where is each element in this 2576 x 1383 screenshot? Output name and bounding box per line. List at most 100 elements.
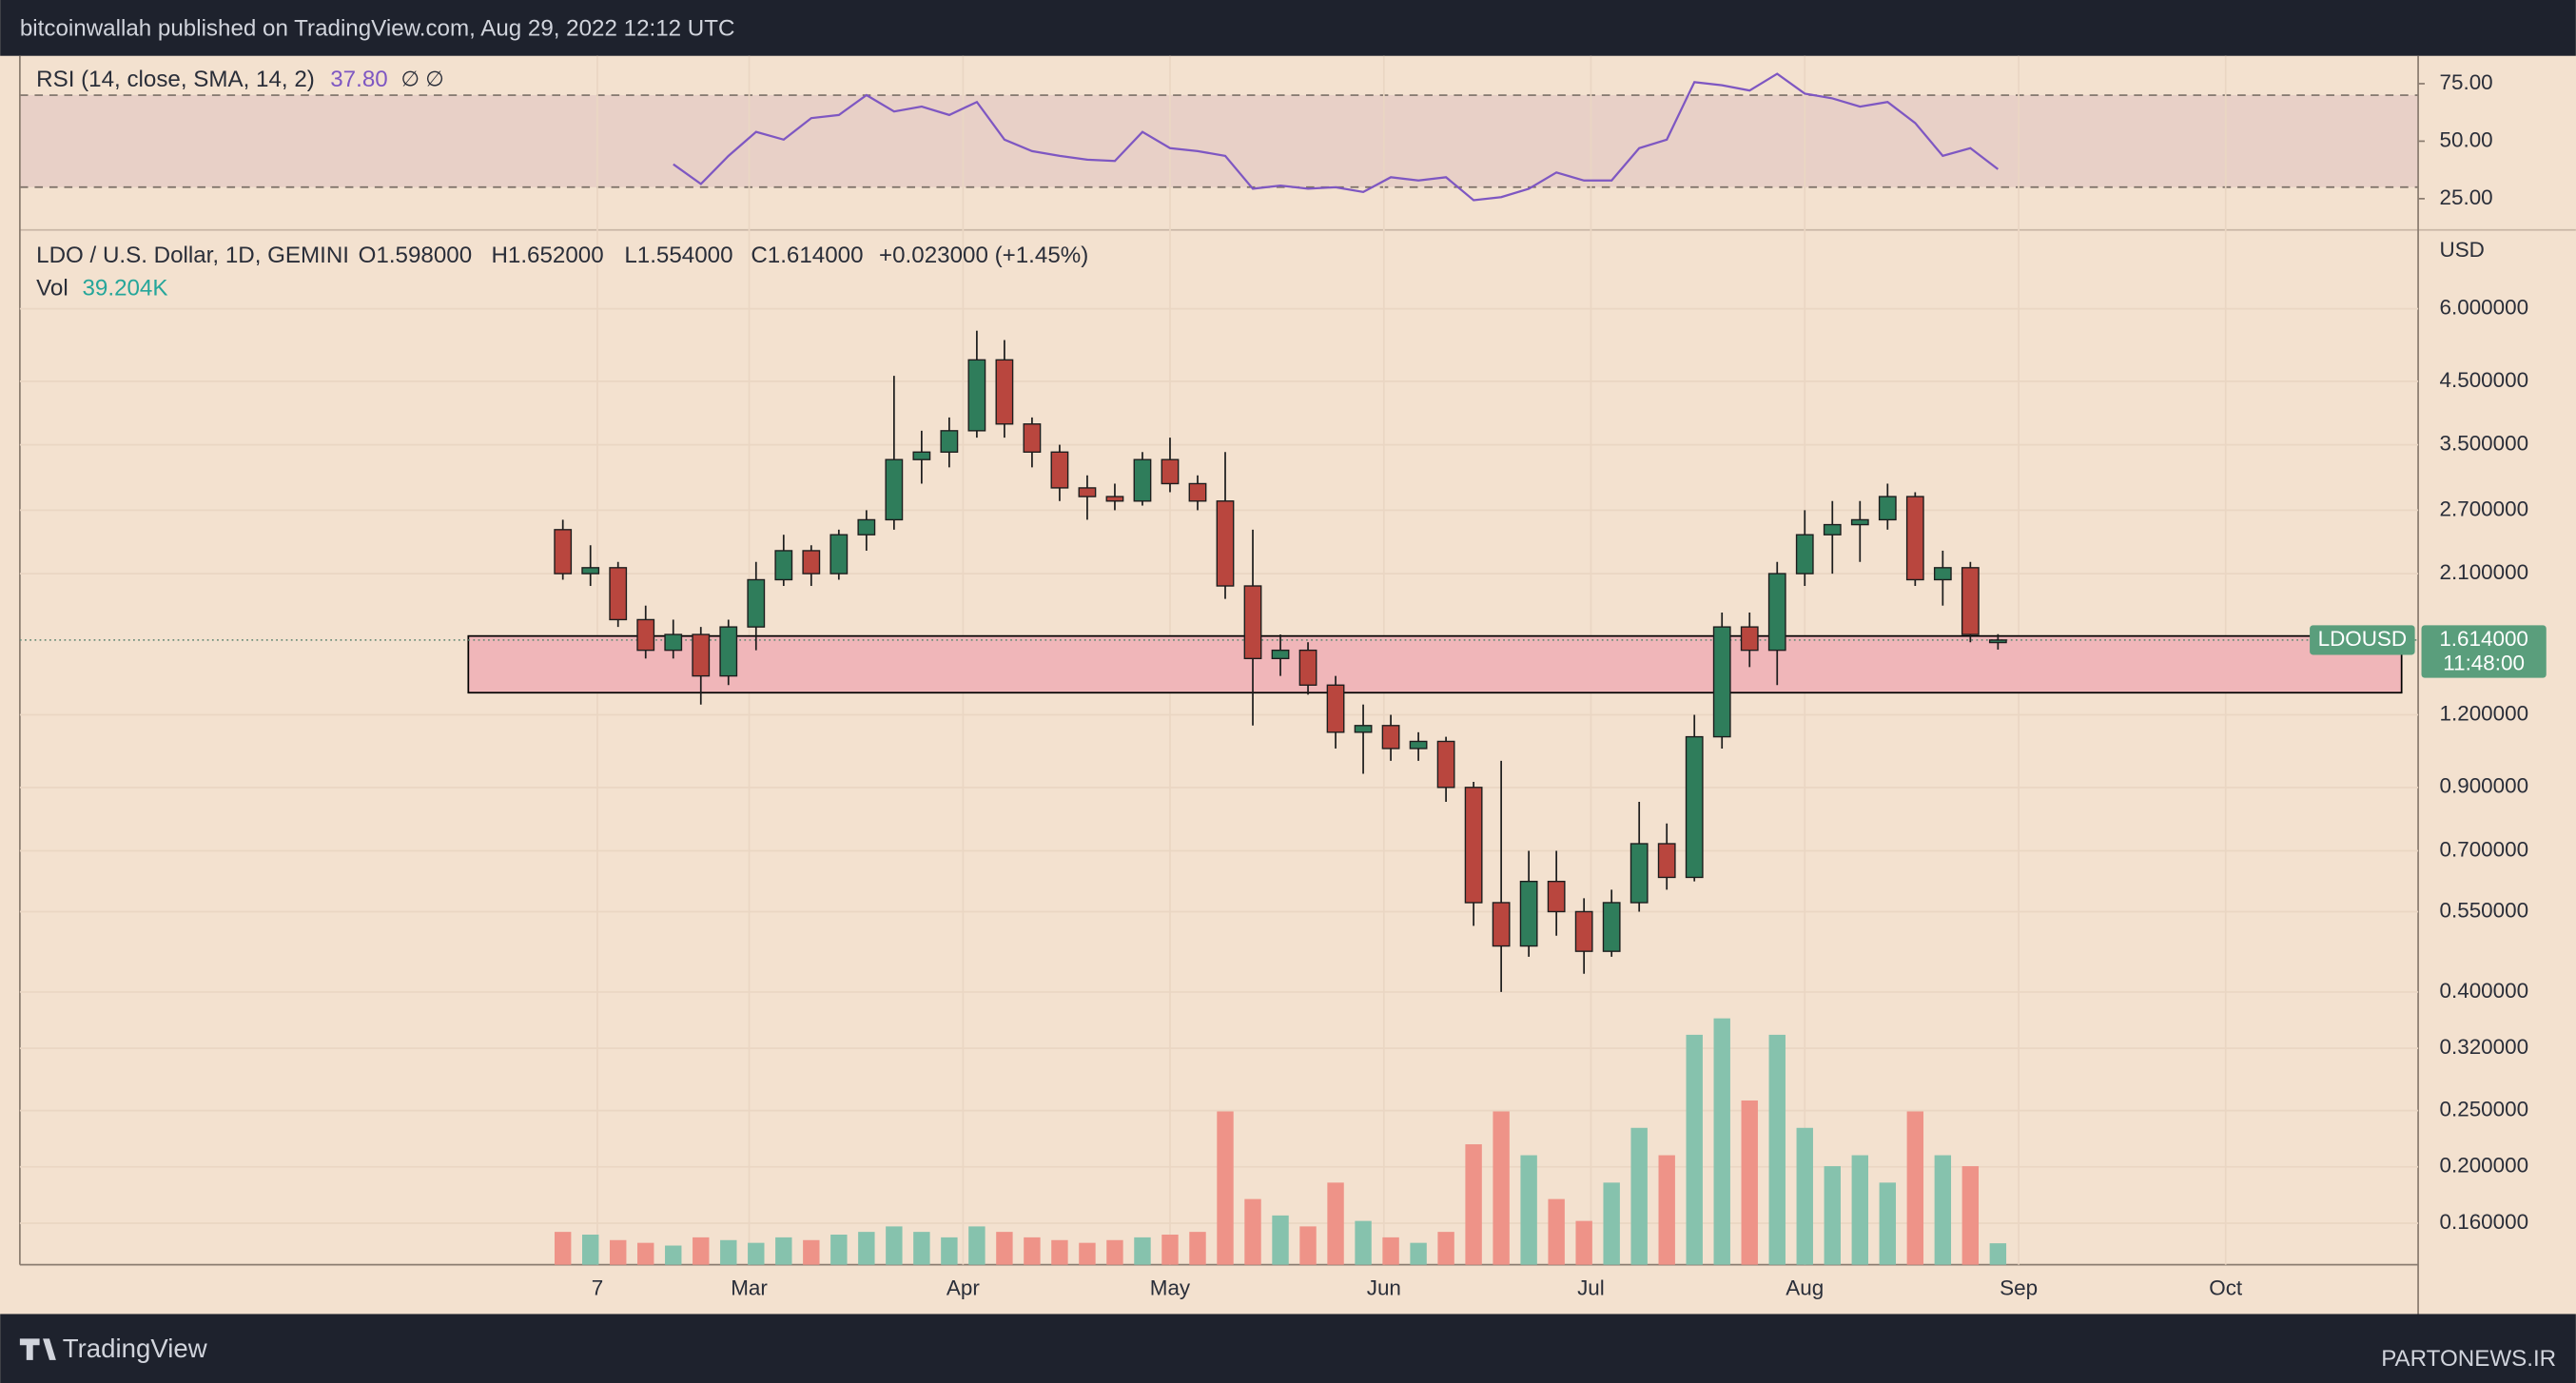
- volume-bar: [1961, 1166, 1980, 1265]
- volume-bar: [1713, 1018, 1730, 1265]
- volume-bar: [1382, 1237, 1399, 1265]
- rsi-value: 37.80: [330, 67, 387, 92]
- candle-body: [1740, 626, 1759, 652]
- candle-body: [1409, 740, 1428, 750]
- symbol-tag-label: LDOUSD: [2318, 627, 2408, 651]
- volume-bar: [1603, 1182, 1620, 1265]
- volume-bar: [1741, 1100, 1758, 1265]
- bottom-bar: [0, 1314, 2576, 1383]
- volume-bar: [720, 1239, 737, 1265]
- volume-bar: [610, 1239, 627, 1265]
- volume-bar: [858, 1232, 875, 1265]
- ohlc-open: O1.598000: [359, 243, 473, 268]
- volume-value: 39.204K: [82, 275, 167, 301]
- candle-body: [636, 618, 655, 652]
- y-tick-label: 0.550000: [2440, 898, 2529, 922]
- candle-body: [1271, 649, 1290, 660]
- candle-body: [1823, 523, 1842, 536]
- volume-bar: [1548, 1198, 1565, 1265]
- x-tick-label: Jul: [1577, 1276, 1605, 1299]
- rsi-tick-label: 25.00: [2440, 185, 2493, 209]
- volume-bar: [1796, 1127, 1813, 1265]
- volume-bar: [1161, 1235, 1179, 1265]
- volume-bar: [1299, 1226, 1317, 1265]
- candle-body: [1216, 500, 1235, 587]
- candle-body: [1712, 626, 1731, 738]
- x-tick-label: Mar: [731, 1276, 768, 1299]
- plot: 6.000000 4.500000 3.500000 2.700000 2.100000…: [19, 55, 2547, 1299]
- countdown-label: 11:48:00: [2443, 652, 2525, 675]
- rsi-line: [673, 72, 2000, 202]
- volume-bar: [1244, 1198, 1261, 1265]
- rsi-band: [19, 95, 2419, 187]
- candle-body: [995, 359, 1014, 425]
- y-tick-label: 2.700000: [2440, 497, 2529, 520]
- candle-body: [1519, 880, 1538, 947]
- candle-body: [1326, 684, 1345, 733]
- y-tick-label: 0.320000: [2440, 1035, 2529, 1059]
- volume-bar: [1989, 1243, 2007, 1265]
- support-zone: [467, 634, 2403, 694]
- candle-body: [747, 578, 766, 628]
- candle-body: [857, 518, 876, 536]
- x-tick-label: Oct: [2209, 1276, 2243, 1299]
- candle-body: [719, 626, 738, 677]
- ohlc-change: +0.023000 (+1.45%): [879, 243, 1088, 268]
- candle-body: [885, 458, 904, 521]
- candle-body: [1961, 567, 1980, 635]
- ohlc-close: C1.614000: [751, 243, 863, 268]
- ohlc-low: L1.554000: [624, 243, 732, 268]
- candle-body: [1988, 639, 2007, 644]
- candle-body: [1105, 496, 1124, 502]
- candle-body: [664, 633, 683, 652]
- volume-bar: [1437, 1232, 1454, 1265]
- brand: TradingView: [63, 1334, 207, 1363]
- volume-bar: [803, 1239, 820, 1265]
- volume-bar: [693, 1237, 710, 1265]
- volume-bar: [1189, 1232, 1206, 1265]
- candle-body: [1381, 725, 1400, 750]
- volume-bar: [1493, 1111, 1510, 1265]
- y-tick-label: 3.500000: [2440, 432, 2529, 456]
- volume-bar: [1134, 1237, 1151, 1265]
- candle-body: [774, 550, 793, 581]
- volume-bar: [968, 1226, 986, 1265]
- volume-bar: [665, 1245, 682, 1265]
- candle-body: [829, 534, 849, 575]
- candle-body: [609, 567, 628, 621]
- volume-bar: [582, 1235, 599, 1265]
- watermark: PARTONEWS.IR: [2381, 1346, 2556, 1372]
- chart-title: LDO / U.S. Dollar, 1D, GEMINI: [36, 243, 349, 268]
- volume-bar: [1934, 1155, 1952, 1265]
- candle-body: [1657, 843, 1676, 879]
- price-tag: [2421, 625, 2547, 678]
- candle-body: [692, 633, 711, 677]
- rsi-title: RSI (14, close, SMA, 14, 2): [36, 67, 315, 92]
- candle-body: [1602, 902, 1621, 952]
- price-tag-label: 1.614000: [2439, 627, 2528, 651]
- rsi-tick-label: 50.00: [2440, 127, 2493, 151]
- y-tick-label: 6.000000: [2440, 296, 2529, 320]
- candle-body: [1795, 534, 1814, 575]
- candle-body: [1547, 880, 1566, 913]
- candle-body: [1161, 458, 1180, 485]
- y-tick-label: 0.900000: [2440, 774, 2529, 798]
- y-tick-label: 0.250000: [2440, 1098, 2529, 1121]
- volume-bar: [941, 1237, 958, 1265]
- volume-bar: [1768, 1034, 1786, 1265]
- x-tick-label: Jun: [1367, 1276, 1401, 1299]
- x-tick-label: Aug: [1786, 1276, 1824, 1299]
- y-tick-label: 0.400000: [2440, 979, 2529, 1003]
- volume-bar: [1024, 1237, 1041, 1265]
- candle-body: [1354, 725, 1373, 733]
- volume-bar: [1879, 1182, 1897, 1265]
- candle-body: [1050, 451, 1069, 489]
- x-tick-label: May: [1150, 1276, 1191, 1299]
- y-tick-label: 4.500000: [2440, 368, 2529, 392]
- volume-bar: [913, 1232, 930, 1265]
- candle-body: [1023, 423, 1042, 453]
- volume-bar: [886, 1226, 903, 1265]
- rsi-tick-label: 75.00: [2440, 70, 2493, 94]
- header: bitcoinwallah published on TradingView.c…: [20, 15, 735, 41]
